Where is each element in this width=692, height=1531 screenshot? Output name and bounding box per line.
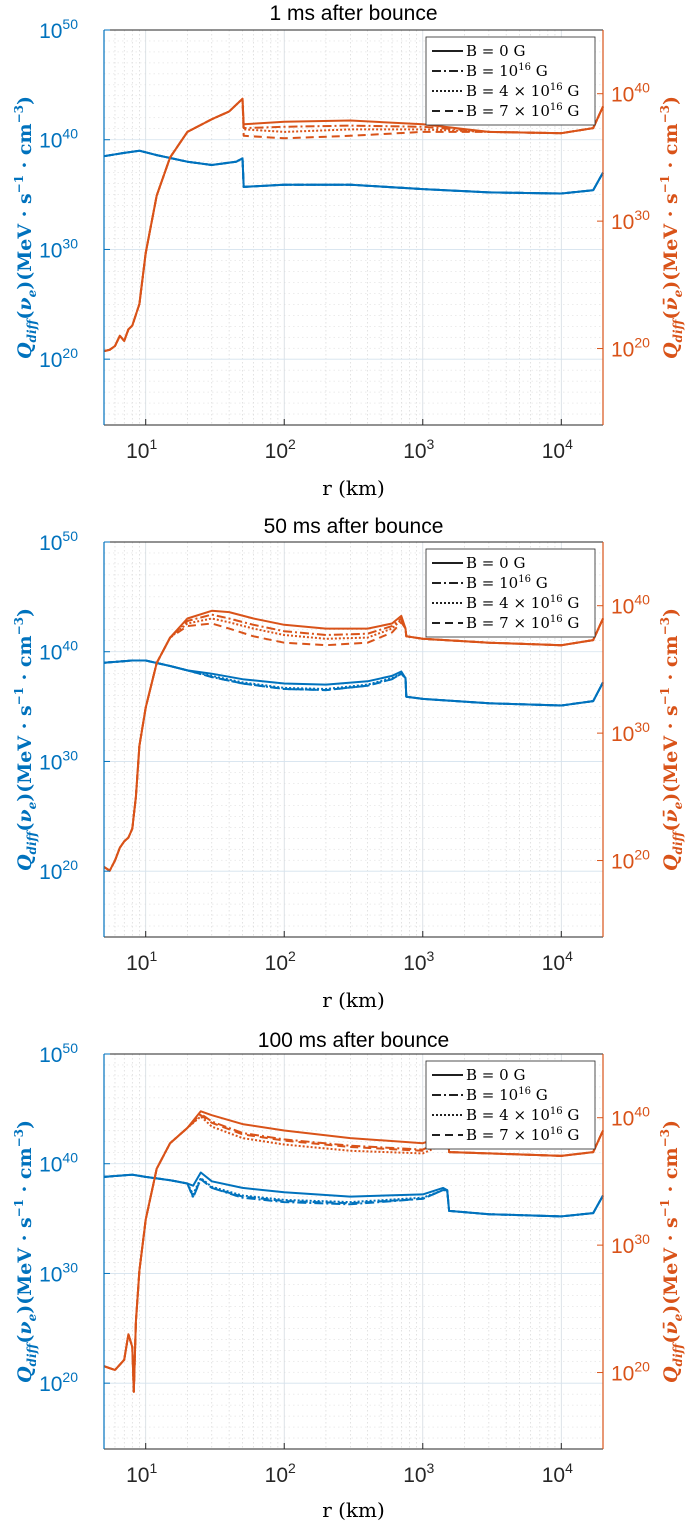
y-axis-label-left: Qdiff(νe)(MeV · s−1 · cm−3) [12, 608, 39, 871]
legend-label-3: B = 4 × 1016 G [466, 594, 579, 612]
y-tick-label-right: 1020 [611, 335, 650, 362]
legend-label-2: B = 1016 G [466, 1086, 548, 1104]
series-line-left-4 [103, 659, 604, 707]
legend-label-1: B = 0 G [466, 1066, 525, 1084]
series-line-right-4 [103, 618, 604, 872]
y-tick-label-right: 1040 [611, 592, 650, 619]
series-group [103, 1110, 604, 1393]
series-line-right-4 [103, 97, 604, 353]
y-axis-label-right: Qdiff(ν̄e)(MeV · s−1 · cm−3) [658, 608, 685, 871]
series-line-left-4 [103, 149, 604, 195]
chart-title: 50 ms after bounce [264, 515, 444, 538]
grid [103, 30, 604, 425]
y-tick-label-right: 1030 [611, 719, 650, 746]
y-tick-label-left: 1020 [39, 345, 78, 372]
series-line-right-4 [103, 1114, 604, 1393]
x-axis-label: r (km) [322, 476, 385, 500]
x-tick-label: 103 [403, 436, 434, 463]
y-tick-label-left: 1040 [39, 1150, 78, 1177]
legend-label-4: B = 7 × 1016 G [466, 1126, 579, 1144]
x-axis-label: r (km) [322, 988, 385, 1012]
x-tick-label: 104 [542, 1460, 573, 1487]
legend-label-3: B = 4 × 1016 G [466, 82, 579, 100]
legend: B = 0 G B = 1016 G B = 4 × 1016 G B = 7 × 1… [425, 1060, 596, 1150]
y-tick-label-left: 1050 [39, 528, 78, 555]
y-tick-label-left: 1020 [39, 1369, 78, 1396]
x-tick-label: 102 [265, 1460, 296, 1487]
legend-label-1: B = 0 G [466, 42, 525, 60]
legend: B = 0 G B = 1016 G B = 4 × 1016 G B = 7 × 1… [425, 548, 596, 638]
x-tick-label: 101 [126, 436, 157, 463]
chart-panel-1: 101 102 103 104 1020 1030 1040 1050 1020 1030 1040… [12, 2, 685, 500]
y-tick-label-right: 1030 [611, 1231, 650, 1258]
y-axis-label-right: Qdiff(ν̄e)(MeV · s−1 · cm−3) [658, 1120, 685, 1383]
series-line-left-4 [103, 1173, 604, 1218]
x-tick-label: 104 [542, 948, 573, 975]
y-axis-label-right: Qdiff(ν̄e)(MeV · s−1 · cm−3) [658, 96, 685, 359]
y-tick-label-left: 1030 [39, 1259, 78, 1286]
y-tick-label-left: 1030 [39, 747, 78, 774]
x-tick-label: 103 [403, 948, 434, 975]
y-tick-label-left: 1040 [39, 638, 78, 665]
x-tick-label: 103 [403, 1460, 434, 1487]
y-tick-label-right: 1040 [611, 1104, 650, 1131]
legend-label-4: B = 7 × 1016 G [466, 614, 579, 632]
y-tick-label-left: 1050 [39, 1040, 78, 1067]
y-tick-label-left: 1050 [39, 16, 78, 43]
y-tick-label-right: 1040 [611, 80, 650, 107]
x-tick-label: 101 [126, 948, 157, 975]
series-line-left-2 [103, 149, 604, 195]
legend-label-2: B = 1016 G [466, 574, 548, 592]
y-tick-label-right: 1020 [611, 847, 650, 874]
x-axis-label: r (km) [322, 1498, 385, 1522]
chart-title: 100 ms after bounce [258, 1029, 449, 1052]
series-line-right-3 [103, 1115, 604, 1393]
y-tick-label-left: 1040 [39, 126, 78, 153]
series-group [103, 97, 604, 353]
chart-panel-3: 101 102 103 104 1020 1030 1040 1050 1020 1030 1040… [12, 1029, 685, 1522]
legend: B = 0 G B = 1016 G B = 4 × 1016 G B = 7 × 1… [425, 36, 596, 126]
legend-label-4: B = 7 × 1016 G [466, 102, 579, 120]
y-tick-label-left: 1030 [39, 235, 78, 262]
chart-panel-2: 101 102 103 104 1020 1030 1040 1050 1020 1030 1040… [12, 515, 685, 1012]
legend-label-3: B = 4 × 1016 G [466, 1106, 579, 1124]
x-tick-label: 102 [265, 948, 296, 975]
x-tick-label: 104 [542, 436, 573, 463]
x-tick-label: 101 [126, 1460, 157, 1487]
y-tick-label-left: 1020 [39, 857, 78, 884]
chart-title: 1 ms after bounce [269, 2, 437, 25]
series-group [103, 609, 604, 872]
legend-label-2: B = 1016 G [466, 62, 548, 80]
y-tick-label-right: 1020 [611, 1359, 650, 1386]
legend-label-1: B = 0 G [466, 554, 525, 572]
y-axis-label-left: Qdiff(νe)(MeV · s−1 · cm−3) [12, 1120, 39, 1383]
x-tick-label: 102 [265, 436, 296, 463]
y-tick-label-right: 1030 [611, 207, 650, 234]
series-line-right-3 [103, 617, 604, 872]
y-axis-label-left: Qdiff(νe)(MeV · s−1 · cm−3) [12, 96, 39, 359]
